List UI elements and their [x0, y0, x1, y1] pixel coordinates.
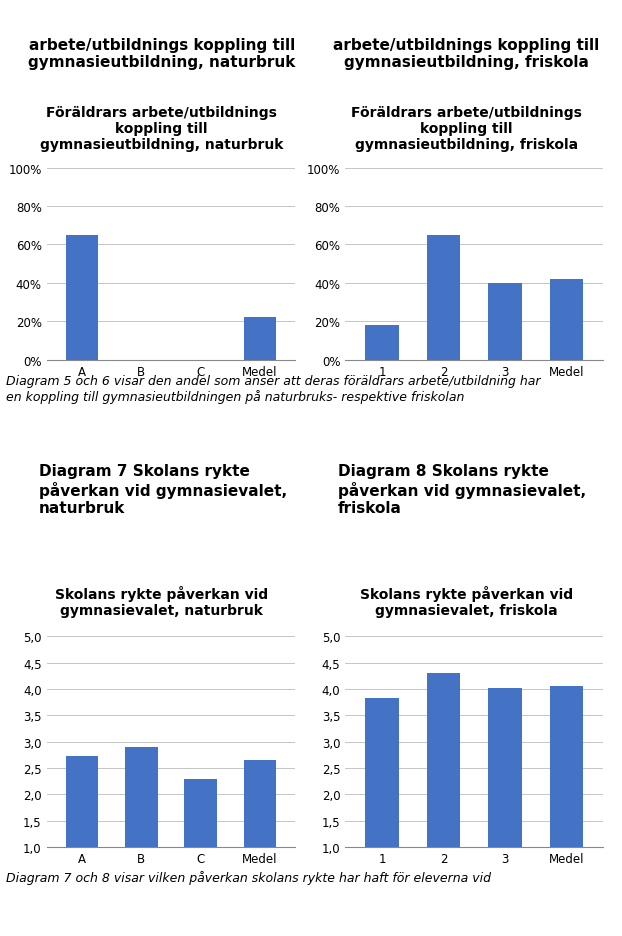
- Text: Diagram 7 Skolans rykte
påverkan vid gymnasievalet,
naturbruk: Diagram 7 Skolans rykte påverkan vid gym…: [39, 463, 287, 516]
- Text: Diagram 8 Skolans rykte
påverkan vid gymnasievalet,
friskola: Diagram 8 Skolans rykte påverkan vid gym…: [338, 463, 586, 516]
- Text: arbete/utbildnings koppling till
gymnasieutbildning, naturbruk: arbete/utbildnings koppling till gymnasi…: [28, 37, 295, 70]
- Text: Diagram 7 och 8 visar vilken påverkan skolans rykte har haft för eleverna vid: Diagram 7 och 8 visar vilken påverkan sk…: [6, 870, 491, 885]
- Text: Föräldrars arbete/utbildnings
koppling till
gymnasieutbildning, naturbruk: Föräldrars arbete/utbildnings koppling t…: [40, 106, 284, 152]
- Text: Föräldrars arbete/utbildnings
koppling till
gymnasieutbildning, friskola: Föräldrars arbete/utbildnings koppling t…: [351, 106, 582, 152]
- Text: Skolans rykte påverkan vid
gymnasievalet, naturbruk: Skolans rykte påverkan vid gymnasievalet…: [55, 585, 268, 618]
- Bar: [184, 779, 217, 847]
- Bar: [66, 756, 98, 847]
- Text: Diagram 5 och 6 visar den andel som anser att deras föräldrars arbete/utbildning: Diagram 5 och 6 visar den andel som anse…: [6, 374, 541, 403]
- Bar: [427, 236, 460, 360]
- Bar: [488, 284, 522, 360]
- Bar: [244, 760, 276, 847]
- Bar: [66, 236, 98, 360]
- Bar: [125, 747, 158, 847]
- Bar: [488, 688, 522, 847]
- Bar: [244, 318, 276, 360]
- Text: Skolans rykte påverkan vid
gymnasievalet, friskola: Skolans rykte påverkan vid gymnasievalet…: [360, 585, 573, 618]
- Bar: [550, 686, 583, 847]
- Text: arbete/utbildnings koppling till
gymnasieutbildning, friskola: arbete/utbildnings koppling till gymnasi…: [333, 37, 600, 70]
- Bar: [365, 698, 399, 847]
- Bar: [550, 280, 583, 360]
- Bar: [365, 326, 399, 360]
- Bar: [427, 673, 460, 847]
